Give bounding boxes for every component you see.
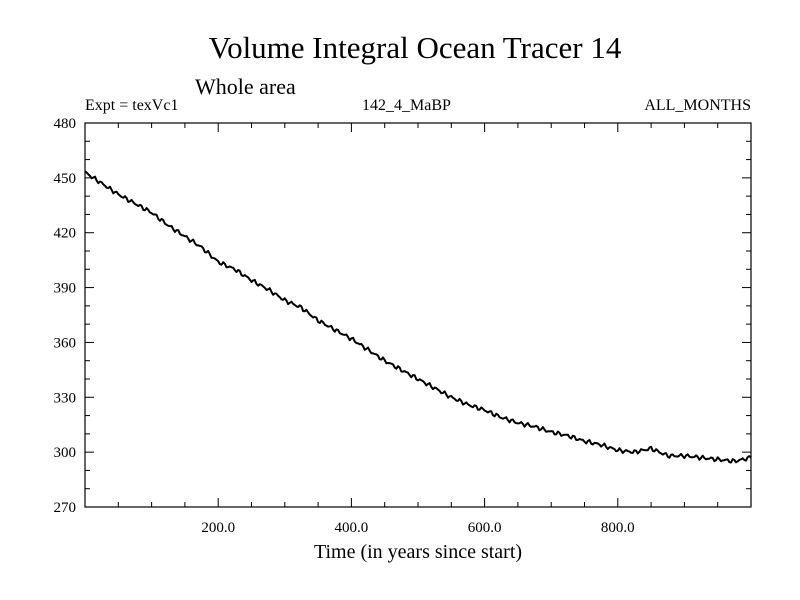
y-tick-label: 390 (54, 281, 77, 297)
chart-title: Volume Integral Ocean Tracer 14 (209, 30, 622, 65)
y-tick-label: 360 (54, 335, 77, 351)
x-tick-label: 600.0 (468, 520, 502, 536)
x-tick-label: 200.0 (201, 520, 235, 536)
series-layer (84, 170, 752, 464)
run-label: 142_4_MaBP (362, 97, 451, 114)
y-tick-label: 330 (54, 390, 77, 406)
x-axis-ticks: 200.0 400.0 600.0 800.0 (117, 123, 719, 536)
y-tick-label: 270 (54, 500, 77, 516)
series-line (84, 170, 752, 464)
y-tick-label: 420 (54, 226, 77, 242)
y-tick-label: 450 (54, 171, 77, 187)
y-tick-label: 480 (54, 116, 77, 132)
y-tick-label: 300 (54, 445, 77, 461)
x-tick-label: 800.0 (601, 520, 635, 536)
experiment-label: Expt = texVc1 (85, 97, 178, 114)
months-label: ALL_MONTHS (644, 97, 751, 114)
chart-subtitle: Whole area (195, 74, 296, 99)
x-tick-label: 400.0 (335, 520, 369, 536)
x-axis-label: Time (in years since start) (314, 541, 522, 563)
y-axis-ticks: 270 300 330 360 390 420 450 480 (54, 116, 751, 516)
